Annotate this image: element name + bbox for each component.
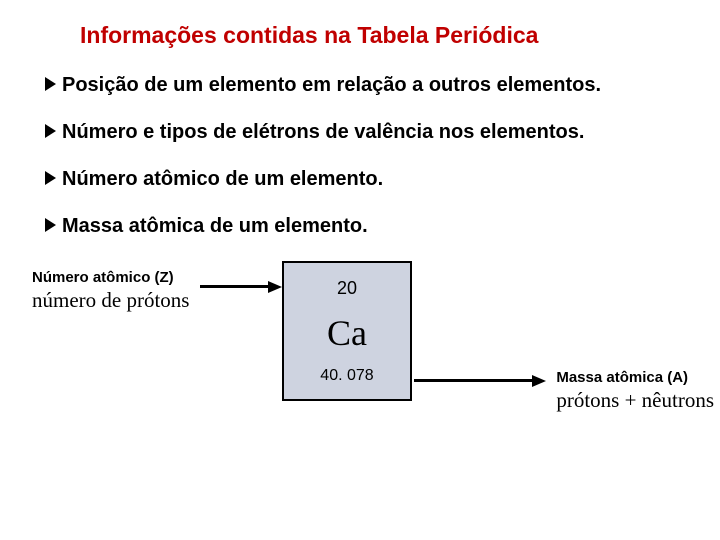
element-diagram: Número atômico (Z) número de prótons 20 … xyxy=(0,261,720,441)
bullet-arrow-icon xyxy=(45,77,56,91)
element-symbol: Ca xyxy=(327,312,367,354)
arrow-head-icon xyxy=(268,281,282,293)
atomic-mass-subtitle: prótons + nêutrons xyxy=(556,388,714,413)
atomic-mass-labels: Massa atômica (A) prótons + nêutrons xyxy=(556,369,714,413)
bullet-text: Posição de um elemento em relação a outr… xyxy=(62,74,601,96)
bullet-arrow-icon xyxy=(45,171,56,185)
atomic-number-subtitle: número de prótons xyxy=(32,288,189,313)
arrow-line-icon xyxy=(200,285,270,288)
bullet-text: Número atômico de um elemento. xyxy=(62,168,383,190)
bullet-arrow-icon xyxy=(45,218,56,232)
atomic-number-title: Número atômico (Z) xyxy=(32,269,189,286)
bullet-text: Massa atômica de um elemento. xyxy=(62,215,368,237)
element-box: 20 Ca 40. 078 xyxy=(282,261,412,401)
bullet-item: Massa atômica de um elemento. xyxy=(45,214,675,239)
atomic-number-value: 20 xyxy=(337,278,357,299)
bullet-arrow-icon xyxy=(45,124,56,138)
bullet-list: Posição de um elemento em relação a outr… xyxy=(0,49,720,239)
arrow-line-icon xyxy=(414,379,534,382)
bullet-item: Número atômico de um elemento. xyxy=(45,167,675,192)
bullet-text: Número e tipos de elétrons de valência n… xyxy=(62,121,584,143)
bullet-item: Número e tipos de elétrons de valência n… xyxy=(45,120,675,145)
atomic-number-labels: Número atômico (Z) número de prótons xyxy=(32,269,189,313)
bullet-item: Posição de um elemento em relação a outr… xyxy=(45,73,675,98)
atomic-mass-value: 40. 078 xyxy=(320,367,373,385)
page-title: Informações contidas na Tabela Periódica xyxy=(0,0,720,49)
atomic-mass-title: Massa atômica (A) xyxy=(556,369,714,386)
arrow-head-icon xyxy=(532,375,546,387)
